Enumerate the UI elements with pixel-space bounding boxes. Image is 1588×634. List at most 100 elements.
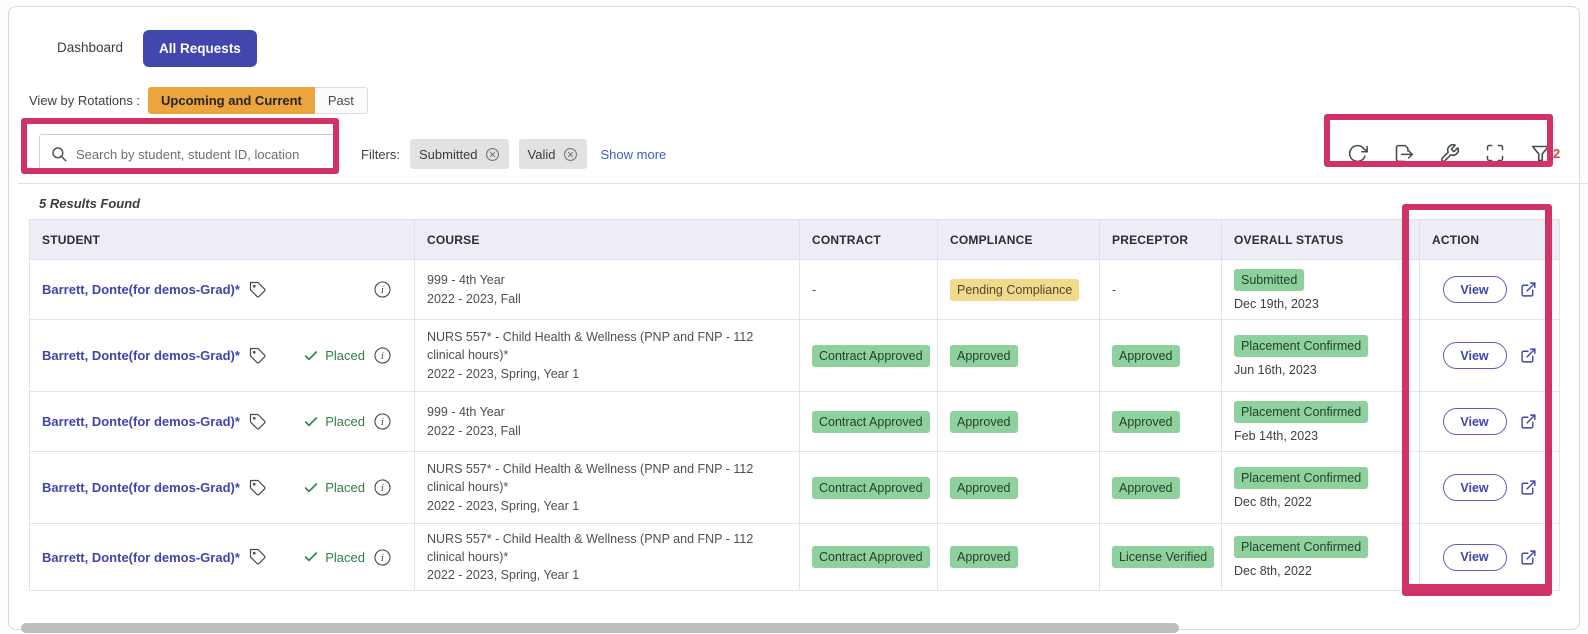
requests-table: STUDENT COURSE CONTRACT COMPLIANCE PRECE… — [29, 219, 1559, 591]
contract-badge: Contract Approved — [812, 546, 930, 568]
view-button[interactable]: View — [1443, 342, 1507, 369]
table-row: Barrett, Donte(for demos-Grad)* Placed i — [30, 524, 1560, 591]
view-button[interactable]: View — [1443, 474, 1507, 501]
placed-label: Placed — [325, 550, 365, 565]
col-course: COURSE — [415, 220, 800, 260]
tag-icon[interactable] — [249, 281, 267, 299]
course-term: 2022 - 2023, Spring, Year 1 — [427, 566, 787, 584]
external-link-icon[interactable] — [1520, 549, 1537, 566]
placed-indicator: Placed — [303, 549, 365, 565]
status-badge: Placement Confirmed — [1234, 536, 1368, 558]
compliance-badge: Pending Compliance — [950, 279, 1079, 301]
status-badge: Placement Confirmed — [1234, 467, 1368, 489]
col-contract: CONTRACT — [800, 220, 938, 260]
status-date: Jun 16th, 2023 — [1234, 363, 1407, 377]
search-input[interactable] — [76, 147, 328, 162]
placed-label: Placed — [325, 348, 365, 363]
info-icon[interactable]: i — [373, 346, 392, 365]
chip-close-icon[interactable] — [485, 147, 500, 162]
tag-icon[interactable] — [249, 548, 267, 566]
preceptor-badge: Approved — [1112, 411, 1180, 433]
placed-indicator: Placed — [303, 414, 365, 430]
status-badge: Submitted — [1234, 269, 1304, 291]
rotations-label: View by Rotations : — [29, 93, 140, 108]
main-panel: Dashboard All Requests View by Rotations… — [8, 6, 1580, 630]
rotations-upcoming-button[interactable]: Upcoming and Current — [148, 87, 315, 114]
chip-close-icon[interactable] — [563, 147, 578, 162]
table-row: Barrett, Donte(for demos-Grad)* Placed i — [30, 392, 1560, 452]
student-link[interactable]: Barrett, Donte(for demos-Grad)* — [42, 414, 240, 429]
filter-chip-valid[interactable]: Valid — [519, 139, 587, 169]
info-icon[interactable]: i — [373, 280, 392, 299]
info-icon[interactable]: i — [373, 412, 392, 431]
course-term: 2022 - 2023, Spring, Year 1 — [427, 365, 787, 383]
course-title: NURS 557* - Child Health & Wellness (PNP… — [427, 530, 787, 566]
preceptor-badge: License Verified — [1112, 546, 1214, 568]
filter-count-badge: 2 — [1553, 146, 1560, 161]
info-icon[interactable]: i — [373, 478, 392, 497]
wrench-icon[interactable] — [1439, 143, 1460, 164]
view-button[interactable]: View — [1443, 408, 1507, 435]
external-link-icon[interactable] — [1520, 281, 1537, 298]
placed-label: Placed — [325, 414, 365, 429]
rotations-bar: View by Rotations : Upcoming and Current… — [29, 87, 368, 114]
status-date: Feb 14th, 2023 — [1234, 429, 1407, 443]
contract-badge: Contract Approved — [812, 345, 930, 367]
info-icon[interactable]: i — [373, 548, 392, 567]
course-title: NURS 557* - Child Health & Wellness (PNP… — [427, 328, 787, 364]
status-date: Dec 19th, 2023 — [1234, 297, 1407, 311]
student-link[interactable]: Barrett, Donte(for demos-Grad)* — [42, 282, 240, 297]
tag-icon[interactable] — [249, 347, 267, 365]
external-link-icon[interactable] — [1520, 347, 1537, 364]
view-button[interactable]: View — [1443, 544, 1507, 571]
tab-dashboard[interactable]: Dashboard — [37, 29, 143, 67]
view-button[interactable]: View — [1443, 276, 1507, 303]
tab-all-requests[interactable]: All Requests — [143, 30, 257, 67]
status-date: Dec 8th, 2022 — [1234, 495, 1407, 509]
col-overall-status: OVERALL STATUS — [1222, 220, 1420, 260]
filter-chip-label: Valid — [528, 147, 556, 162]
col-preceptor: PRECEPTOR — [1100, 220, 1222, 260]
svg-text:i: i — [381, 285, 384, 296]
student-link[interactable]: Barrett, Donte(for demos-Grad)* — [42, 348, 240, 363]
external-link-icon[interactable] — [1520, 413, 1537, 430]
contract-value: - — [812, 283, 816, 297]
preceptor-badge: Approved — [1112, 345, 1180, 367]
rotations-past-button[interactable]: Past — [315, 87, 368, 114]
check-icon — [303, 549, 319, 565]
student-link[interactable]: Barrett, Donte(for demos-Grad)* — [42, 480, 240, 495]
svg-text:i: i — [381, 553, 384, 564]
compliance-badge: Approved — [950, 546, 1018, 568]
table-toolbar: 2 — [1347, 137, 1560, 169]
placed-indicator: Placed — [303, 480, 365, 496]
results-summary: 5 Results Found — [39, 196, 140, 211]
compliance-badge: Approved — [950, 411, 1018, 433]
show-more-link[interactable]: Show more — [601, 147, 667, 162]
refresh-icon[interactable] — [1347, 143, 1368, 164]
filter-chip-submitted[interactable]: Submitted — [410, 139, 509, 169]
course-term: 2022 - 2023, Spring, Year 1 — [427, 497, 787, 515]
svg-text:i: i — [381, 351, 384, 362]
contract-badge: Contract Approved — [812, 477, 930, 499]
filter-icon[interactable]: 2 — [1530, 143, 1560, 164]
student-link[interactable]: Barrett, Donte(for demos-Grad)* — [42, 550, 240, 565]
contract-badge: Contract Approved — [812, 411, 930, 433]
fullscreen-icon[interactable] — [1485, 143, 1505, 163]
course-title: 999 - 4th Year — [427, 403, 787, 421]
preceptor-badge: Approved — [1112, 477, 1180, 499]
tag-icon[interactable] — [249, 413, 267, 431]
check-icon — [303, 414, 319, 430]
status-date: Dec 8th, 2022 — [1234, 564, 1407, 578]
tag-icon[interactable] — [249, 479, 267, 497]
col-student: STUDENT — [30, 220, 415, 260]
placed-indicator: Placed — [303, 348, 365, 364]
search-icon — [50, 145, 68, 163]
preceptor-value: - — [1112, 283, 1116, 297]
search-box[interactable] — [39, 134, 339, 174]
table-row: Barrett, Donte(for demos-Grad)* Placed i — [30, 320, 1560, 392]
check-icon — [303, 480, 319, 496]
external-link-icon[interactable] — [1520, 479, 1537, 496]
horizontal-scrollbar[interactable] — [21, 623, 1179, 633]
export-icon[interactable] — [1393, 143, 1414, 164]
col-compliance: COMPLIANCE — [938, 220, 1100, 260]
